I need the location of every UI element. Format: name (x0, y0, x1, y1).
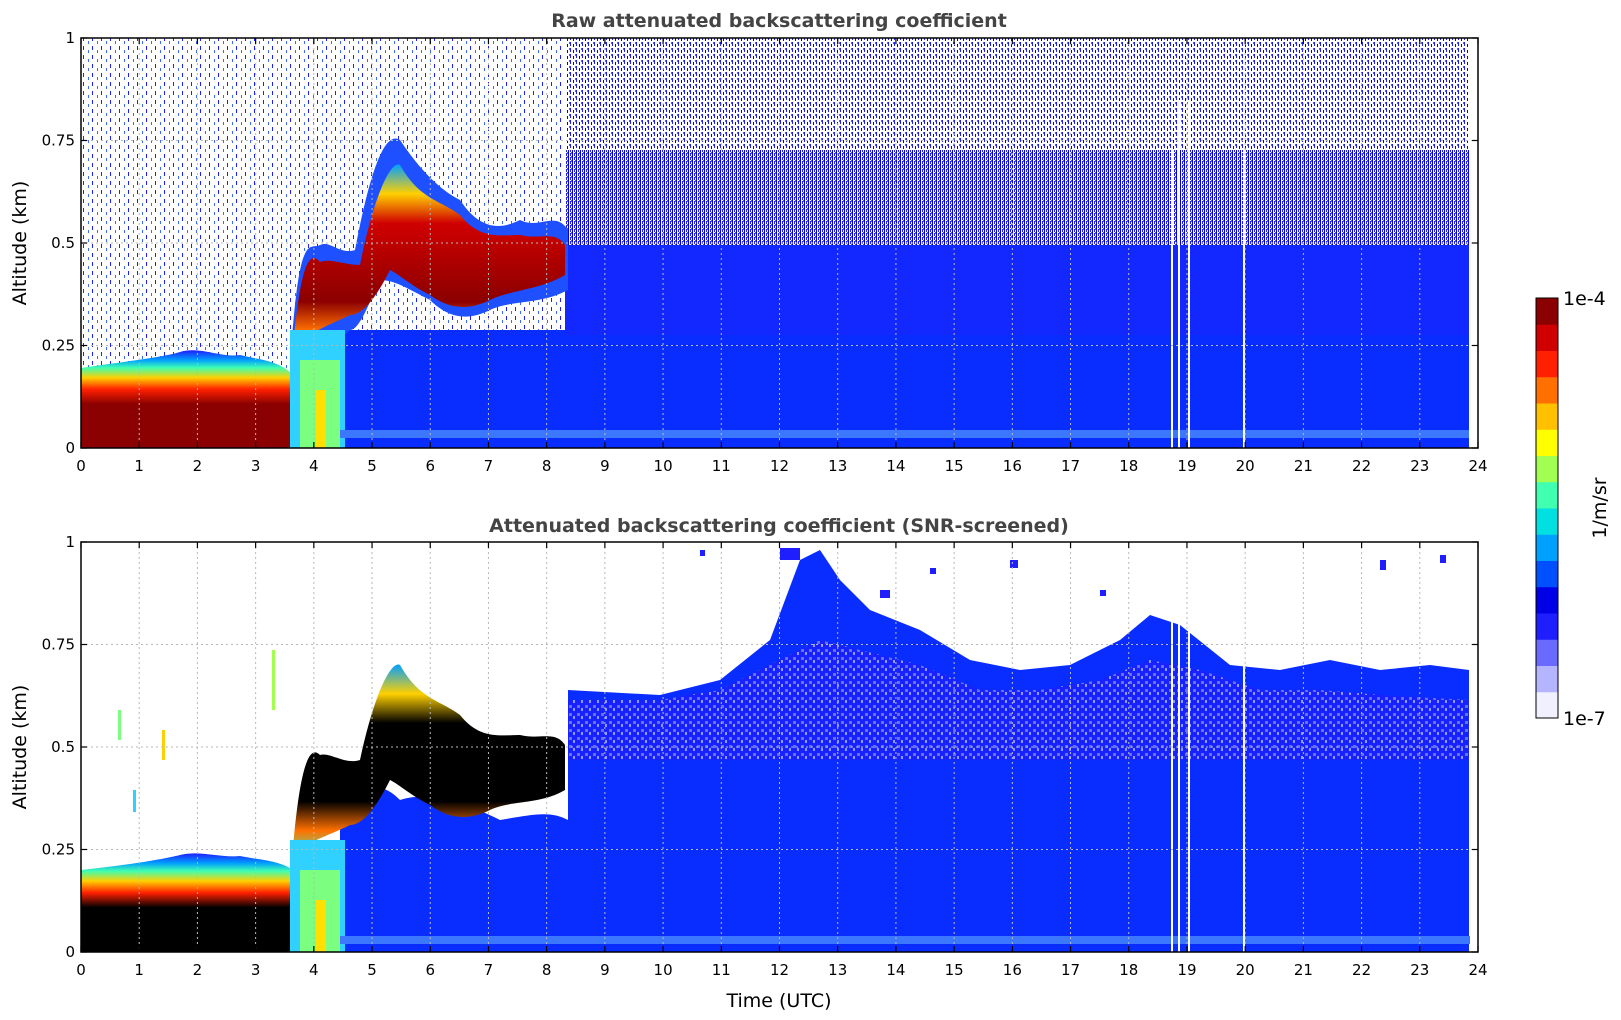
x-tick-label: 18 (1119, 457, 1138, 475)
x-tick-label: 14 (886, 961, 905, 979)
y-tick-label: 0.75 (42, 636, 75, 654)
x-tick-label: 18 (1119, 961, 1138, 979)
panel-snr-screened-backscatter: Attenuated backscattering coefficient (S… (9, 515, 1488, 1012)
x-tick-label: 17 (1061, 457, 1080, 475)
colorbar-step (1536, 376, 1558, 404)
y-axis: 0 0.25 0.5 0.75 1 (42, 533, 1478, 961)
x-tick-label: 12 (770, 961, 789, 979)
x-tick-label: 6 (425, 961, 435, 979)
x-tick-label: 8 (542, 457, 552, 475)
y-tick-label: 0.25 (42, 337, 75, 355)
y-tick-label: 0 (65, 943, 75, 961)
y-tick-label: 0.5 (51, 234, 75, 252)
x-tick-label: 19 (1177, 457, 1196, 475)
x-tick-label: 21 (1294, 457, 1313, 475)
x-tick-label: 2 (193, 961, 203, 979)
colorbar-step (1536, 481, 1558, 509)
y-tick-label: 0.75 (42, 132, 75, 150)
x-tick-label: 17 (1061, 961, 1080, 979)
colorbar-unit-label: 1/m/sr (1589, 477, 1611, 538)
x-tick-label: 13 (828, 961, 847, 979)
x-tick-label: 5 (367, 457, 377, 475)
x-tick-label: 19 (1177, 961, 1196, 979)
x-tick-label: 13 (828, 457, 847, 475)
x-tick-label: 7 (484, 961, 494, 979)
x-tick-label: 22 (1352, 457, 1371, 475)
colorbar-step (1536, 324, 1558, 351)
y-axis: 0 0.25 0.5 0.75 1 (42, 29, 1478, 457)
heatmap-image (81, 38, 1478, 448)
x-tick-label: 15 (945, 457, 964, 475)
x-tick-label: 9 (600, 457, 610, 475)
colorbar-step (1536, 429, 1558, 456)
gridlines (81, 542, 1478, 952)
x-tick-label: 21 (1294, 961, 1313, 979)
colorbar-step (1536, 534, 1558, 561)
x-tick-label: 23 (1410, 457, 1429, 475)
y-tick-label: 1 (65, 533, 75, 551)
x-tick-label: 3 (251, 457, 261, 475)
x-tick-label: 3 (251, 961, 261, 979)
x-tick-label: 5 (367, 961, 377, 979)
colorbar-step (1536, 403, 1558, 430)
y-tick-label: 0 (65, 439, 75, 457)
x-tick-label: 16 (1003, 457, 1022, 475)
colorbar-step (1536, 560, 1558, 588)
x-tick-label: 11 (712, 961, 731, 979)
x-tick-label: 10 (654, 961, 673, 979)
x-axis: 0 1 2 3 4 5 6 7 8 9 10 11 12 13 14 15 16 17 18 19 20 21 22 23 24 (76, 38, 1488, 475)
colorbar-step (1536, 665, 1558, 693)
colorbar-step (1536, 691, 1558, 719)
x-tick-label: 2 (193, 457, 203, 475)
colorbar-step (1536, 639, 1558, 666)
x-tick-label: 10 (654, 457, 673, 475)
colorbar-step (1536, 350, 1558, 378)
colorbar-step (1536, 455, 1558, 483)
x-tick-label: 7 (484, 457, 494, 475)
x-tick-label: 15 (945, 961, 964, 979)
x-tick-label: 4 (309, 961, 319, 979)
x-tick-label: 22 (1352, 961, 1371, 979)
y-tick-label: 0.5 (51, 738, 75, 756)
colorbar-frame (1535, 297, 1559, 719)
x-tick-label: 16 (1003, 961, 1022, 979)
x-tick-label: 12 (770, 457, 789, 475)
panel-title: Raw attenuated backscattering coefficien… (551, 10, 1007, 32)
x-tick-label: 8 (542, 961, 552, 979)
x-tick-label: 1 (134, 961, 144, 979)
colorbar-step (1536, 613, 1558, 640)
colorbar-step (1536, 586, 1558, 614)
x-tick-label: 6 (425, 457, 435, 475)
x-tick-label: 4 (309, 457, 319, 475)
colorbar-step (1536, 508, 1558, 535)
colorbar-steps (1535, 297, 1559, 719)
gridlines (81, 38, 1478, 448)
panel-raw-backscatter: Raw attenuated backscattering coefficien… (9, 10, 1488, 475)
x-tick-label: 23 (1410, 961, 1429, 979)
x-tick-label: 24 (1468, 961, 1487, 979)
colorbar-max-label: 1e-4 (1563, 288, 1606, 310)
colorbar-step (1536, 298, 1558, 325)
x-tick-label: 20 (1236, 457, 1255, 475)
x-axis: 0 1 2 3 4 5 6 7 8 9 10 11 12 13 14 15 16 17 18 19 20 21 22 23 24 (76, 542, 1488, 979)
y-axis-label: Altitude (km) (9, 685, 31, 810)
colorbar: 1e-4 1e-7 1/m/sr (1535, 288, 1611, 730)
x-tick-label: 0 (76, 961, 86, 979)
x-axis-label: Time (UTC) (725, 990, 831, 1012)
x-tick-label: 24 (1468, 457, 1487, 475)
x-tick-label: 0 (76, 457, 86, 475)
y-tick-label: 1 (65, 29, 75, 47)
x-tick-label: 11 (712, 457, 731, 475)
colorbar-min-label: 1e-7 (1563, 708, 1606, 730)
panel-title: Attenuated backscattering coefficient (S… (489, 515, 1069, 537)
y-axis-label: Altitude (km) (9, 181, 31, 306)
y-tick-label: 0.25 (42, 841, 75, 859)
x-tick-label: 1 (134, 457, 144, 475)
x-tick-label: 20 (1236, 961, 1255, 979)
x-tick-label: 14 (886, 457, 905, 475)
x-tick-label: 9 (600, 961, 610, 979)
